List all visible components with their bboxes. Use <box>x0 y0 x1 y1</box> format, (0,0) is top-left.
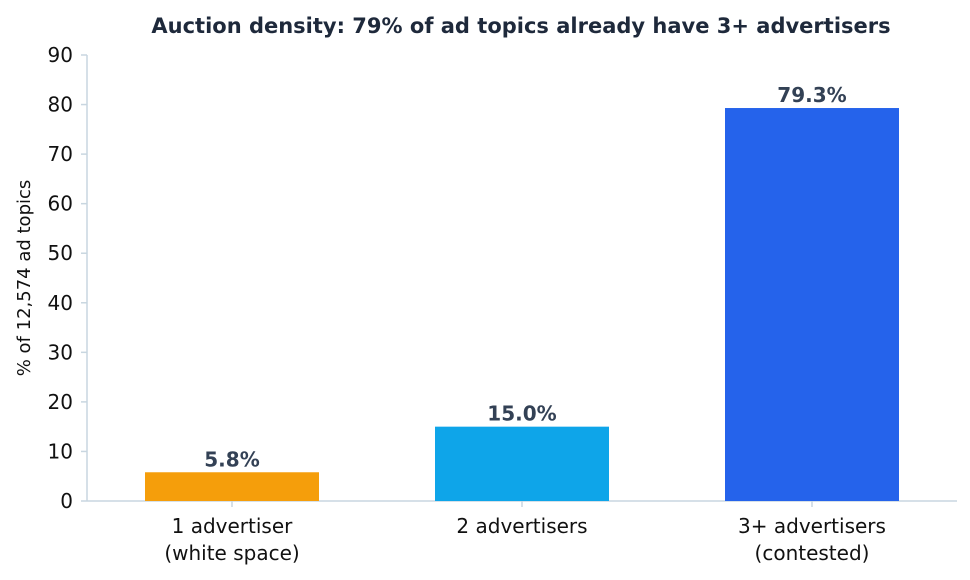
y-tick-label: 70 <box>48 142 73 166</box>
y-tick-label: 60 <box>48 192 73 216</box>
x-tick-label: 2 advertisers <box>456 514 587 538</box>
x-tick-label: (white space) <box>164 541 299 565</box>
y-tick-label: 30 <box>48 340 73 364</box>
bar-value-label: 5.8% <box>204 447 259 471</box>
y-tick-label: 90 <box>48 43 73 67</box>
chart-title: Auction density: 79% of ad topics alread… <box>151 14 890 38</box>
bar-value-label: 79.3% <box>777 83 846 107</box>
bar-value-label: 15.0% <box>487 402 556 426</box>
y-tick-label: 0 <box>60 489 73 513</box>
x-tick-label: 3+ advertisers <box>738 514 886 538</box>
x-tick-label: 1 advertiser <box>172 514 294 538</box>
y-tick-label: 10 <box>48 439 73 463</box>
y-tick-label: 40 <box>48 291 73 315</box>
axes: 0 10 20 30 40 50 60 70 80 90 1 advertiser (white sp… <box>48 43 957 565</box>
y-axis-title: % of 12,574 ad topics <box>14 180 35 377</box>
y-tick-label: 80 <box>48 93 73 117</box>
bar <box>145 472 319 501</box>
y-tick-label: 50 <box>48 241 73 265</box>
y-tick-label: 20 <box>48 390 73 414</box>
bar <box>435 426 609 501</box>
x-tick-label: (contested) <box>755 541 870 565</box>
bars <box>145 108 899 501</box>
data-labels: 5.8% 15.0% 79.3% <box>204 83 846 471</box>
bar <box>725 108 899 501</box>
